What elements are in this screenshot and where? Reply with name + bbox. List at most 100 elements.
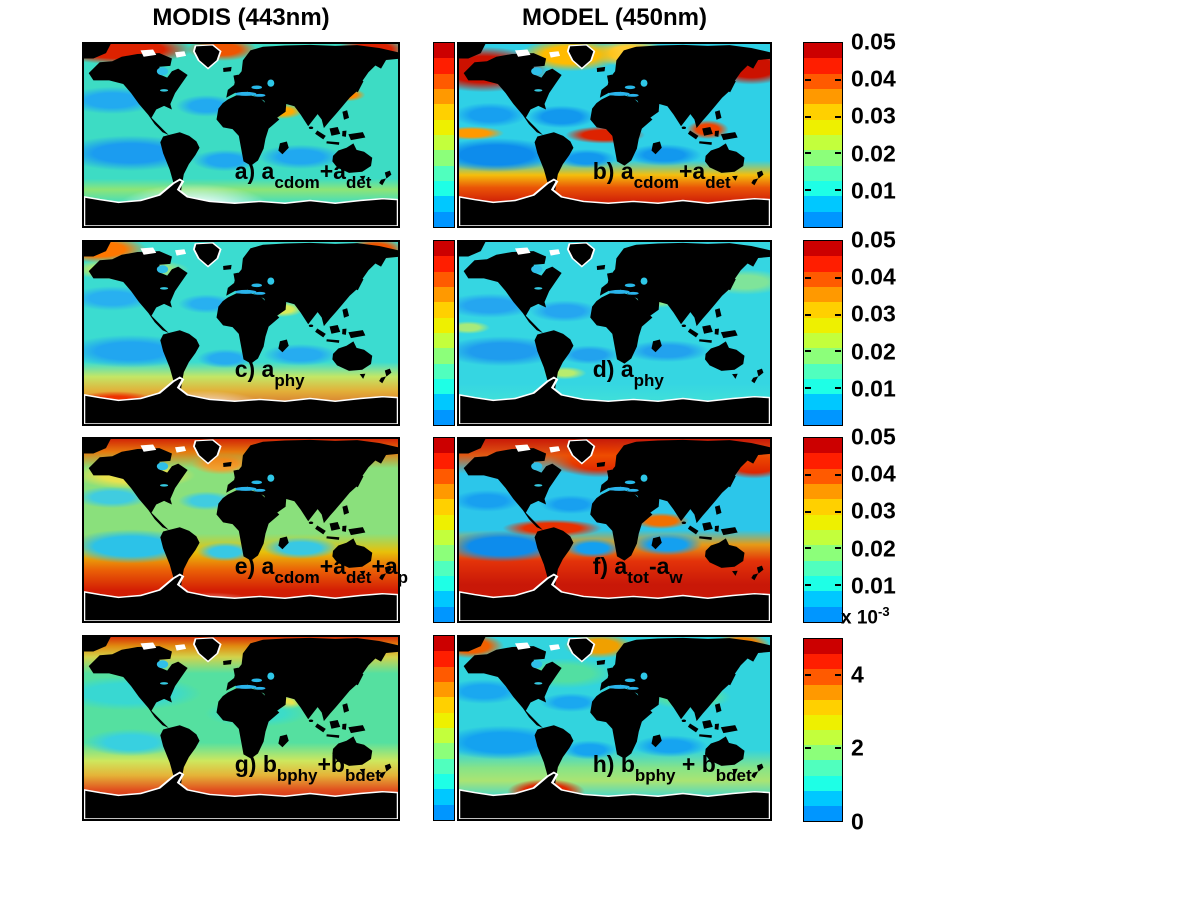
world-map — [84, 637, 398, 819]
strip-color-band — [434, 165, 454, 181]
colorbar-color-band — [804, 302, 842, 318]
panel-label-subscript: tot — [627, 568, 649, 588]
strip-color-band — [434, 483, 454, 500]
strip-color-band — [434, 332, 454, 349]
colorbar-tick-label: 0.05 — [851, 28, 896, 55]
colorbar-row-2: 0.05 0.04 0.03 0.02 0.01 — [803, 228, 896, 426]
strip-color-band — [434, 363, 454, 379]
colorbar-color-band — [804, 483, 842, 500]
panel-label-text: a) a — [234, 158, 275, 185]
colorbar-tick-mark — [835, 115, 841, 118]
colorbar-tick-mark — [805, 115, 811, 118]
panel-label-g: g) bbphy+bbdet — [235, 753, 381, 786]
colorbar-color-band — [804, 271, 842, 287]
colorbar-color-band — [804, 256, 842, 272]
colorbar-color-band — [804, 104, 842, 120]
strip-color-band — [434, 636, 454, 652]
colorbar-color-band — [804, 575, 842, 592]
colorbar-row-4: 4 2 0 — [803, 638, 864, 833]
strip-color-band — [434, 286, 454, 303]
colorbar-color-band — [804, 378, 842, 395]
colorbar-tick-mark — [805, 276, 811, 279]
colorbar-color-band — [804, 88, 842, 105]
colorbar-bar — [803, 240, 843, 426]
panel-label-text: e) a — [234, 553, 275, 580]
strip-color-band — [434, 529, 454, 546]
colorbar-tick-mark — [805, 584, 811, 587]
colorbar-color-band — [804, 453, 842, 469]
colorbar-color-band — [804, 58, 842, 74]
colorbar-color-band — [804, 606, 842, 622]
world-map — [84, 242, 398, 424]
strip-color-band — [434, 88, 454, 105]
panel-label-subscript: p — [397, 568, 409, 588]
strip-color-band — [434, 43, 454, 59]
map-panel-b: b) acdom+adet — [457, 42, 772, 228]
panel-label-d: d) aphy — [592, 356, 664, 391]
colorbar-tick-label: 0.02 — [851, 535, 896, 562]
strip-color-band — [434, 317, 454, 333]
strip-color-band — [434, 73, 454, 89]
panel-label-text: f) a — [592, 553, 628, 580]
colorbar-multiplier: x 10-3 — [841, 604, 890, 629]
colorbar-bar — [803, 42, 843, 228]
colorbar-row-3: 0.05 0.04 0.03 0.02 0.01 — [803, 425, 896, 623]
colorbar-color-band — [804, 591, 842, 607]
panel-label-subscript: bdet — [344, 766, 381, 786]
strip-color-band — [434, 499, 454, 515]
world-map — [84, 44, 398, 226]
strip-color-band — [434, 575, 454, 592]
colorbar-color-band — [804, 211, 842, 227]
strip-color-band — [434, 196, 454, 212]
strip-color-band — [434, 119, 454, 135]
map-panel-d: d) aphy — [457, 240, 772, 426]
colorbar-tick-mark — [805, 189, 811, 192]
strip-color-band — [434, 804, 454, 820]
colorbar-tick-mark — [835, 510, 841, 513]
strip-color-band — [434, 712, 454, 728]
panel-label-h: h) bbphy + bbdet — [593, 753, 752, 785]
colorbar-tick-label: 0.01 — [851, 375, 896, 402]
panel-label-text: c) a — [234, 356, 275, 383]
colorbar-color-band — [804, 699, 842, 715]
panel-label-subscript: phy — [633, 371, 664, 391]
colorbar-color-band — [804, 165, 842, 181]
colorbar-color-band — [804, 805, 842, 822]
strip-color-band — [434, 545, 454, 561]
model-colorbar-strip-1 — [433, 42, 455, 228]
colorbar-color-band — [804, 196, 842, 212]
strip-color-band — [434, 758, 454, 774]
strip-color-band — [434, 271, 454, 287]
colorbar-tick-mark — [835, 78, 841, 81]
colorbar-color-band — [804, 150, 842, 166]
colorbar-tick-mark — [805, 747, 811, 750]
colorbar-color-band — [804, 134, 842, 151]
world-map — [459, 242, 770, 424]
colorbar-tick-mark — [805, 547, 811, 550]
panel-label-text: +a — [678, 158, 706, 185]
strip-color-band — [434, 211, 454, 227]
colorbar-tick-label: 0.04 — [851, 460, 896, 487]
map-panel-f: f) atot-aw — [457, 437, 772, 623]
strip-color-band — [434, 651, 454, 667]
strip-color-band — [434, 58, 454, 74]
colorbar-bar — [803, 437, 843, 623]
colorbar-tick-mark — [835, 674, 841, 677]
colorbar-tick-label: 0.01 — [851, 177, 896, 204]
panel-label-subscript: phy — [274, 371, 305, 391]
colorbar-color-band — [804, 43, 842, 59]
colorbar-color-band — [804, 745, 842, 761]
colorbar-color-band — [804, 332, 842, 349]
world-map — [459, 637, 770, 819]
panel-label-subscript: det — [705, 173, 731, 193]
panel-label-a: a) acdom+adet — [234, 158, 372, 192]
panel-label-text: d) a — [592, 356, 634, 383]
colorbar-tick-mark — [805, 313, 811, 316]
colorbar-color-band — [804, 639, 842, 655]
colorbar-tick-mark — [805, 387, 811, 390]
colorbar-color-band — [804, 180, 842, 197]
strip-color-band — [434, 256, 454, 272]
strip-color-band — [434, 180, 454, 197]
panel-label-text: b) a — [592, 158, 634, 185]
